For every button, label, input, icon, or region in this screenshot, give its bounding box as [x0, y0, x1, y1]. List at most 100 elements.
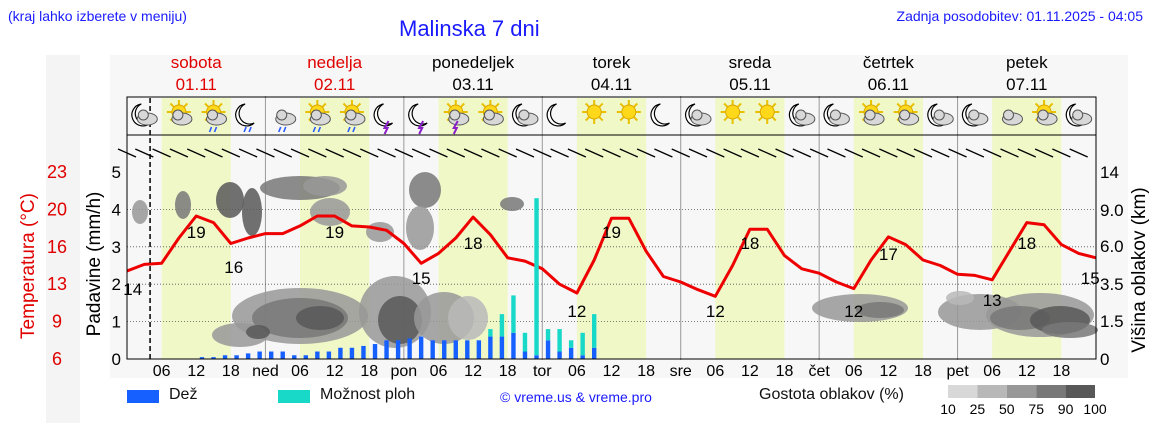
- showers-bar: [591, 314, 597, 348]
- sun-ray: [169, 102, 175, 108]
- cloud-scale-swatch: [977, 385, 1007, 398]
- sun-ray: [342, 102, 348, 108]
- day-name: četrtek: [863, 53, 915, 72]
- cloud-scale-label: 10: [940, 401, 956, 417]
- cloud-area: [448, 296, 488, 340]
- x-tick-label: 12: [464, 363, 482, 380]
- copyright-link[interactable]: © vreme.us & vreme.pro: [500, 389, 652, 405]
- x-tick-label: 12: [603, 363, 621, 380]
- sun-icon: [720, 100, 745, 124]
- sun-ray: [633, 116, 638, 122]
- wind-barb: [584, 148, 604, 158]
- temperature-label: 18: [1017, 234, 1036, 253]
- showers-bar: [568, 340, 574, 348]
- rain-legend-label: Dež: [169, 386, 198, 403]
- sun-shape: [759, 104, 775, 120]
- rain-drop: [277, 126, 282, 133]
- sun-cloud-icon: [166, 100, 193, 126]
- cloud-area: [1042, 322, 1098, 338]
- sun-shape: [621, 104, 637, 120]
- rain-bar: [245, 353, 251, 359]
- lightning-bolt: [452, 120, 459, 135]
- wind-barb: [896, 148, 915, 158]
- rain-bar: [465, 340, 470, 359]
- wind-barb: [861, 148, 881, 158]
- x-tick-label: 18: [499, 363, 517, 380]
- rain-bar: [395, 340, 401, 359]
- moon-cloud-icon: [131, 103, 158, 127]
- cloud-area: [378, 296, 422, 344]
- wind-barb: [619, 148, 639, 158]
- x-tick-label: ned: [252, 363, 279, 380]
- cloud-area: [303, 176, 347, 196]
- x-tick-label: 12: [741, 363, 759, 380]
- wind-barb: [135, 148, 154, 158]
- wind-barb: [654, 148, 673, 158]
- cloud-area: [246, 325, 270, 339]
- day-date: 03.11: [452, 75, 493, 94]
- rain-drop: [312, 126, 317, 133]
- lightning-bolt: [417, 120, 425, 135]
- wind-barb: [982, 148, 1002, 158]
- rain-bar: [280, 351, 285, 359]
- moon-thunder-icon: [373, 103, 393, 135]
- cloud-area: [296, 306, 344, 330]
- temperature-label: 12: [567, 302, 586, 321]
- rain-drop: [317, 126, 322, 133]
- rain-bar: [211, 357, 216, 359]
- cloud-puff: [276, 109, 288, 121]
- cloud-puff: [933, 109, 945, 121]
- wind-barb: [671, 148, 690, 158]
- rain-bar: [453, 340, 458, 359]
- precip-tick: 4: [112, 200, 121, 219]
- sun-cloud-icon: [478, 100, 504, 126]
- x-tick-label: 06: [845, 363, 863, 380]
- sun-cloud-rain-icon: [339, 100, 366, 133]
- day-name: sobota: [171, 53, 223, 72]
- rain-bar: [292, 355, 297, 359]
- rain-drop: [282, 126, 287, 133]
- cloud-height-tick: 14: [1100, 163, 1119, 182]
- rain-bar: [499, 336, 505, 359]
- rain-bar: [545, 340, 551, 359]
- temperature-label: 19: [187, 223, 206, 242]
- cloud-scale-swatch: [1006, 385, 1037, 398]
- wind-barb: [498, 148, 517, 158]
- cloud-rain-icon: [275, 109, 297, 133]
- wind-barb: [463, 148, 483, 158]
- sun-ray: [183, 102, 189, 108]
- cloud-scale-swatch: [1065, 385, 1095, 398]
- day-name: petek: [1006, 53, 1048, 72]
- day-name: sreda: [729, 53, 772, 72]
- moon-icon: [650, 103, 670, 127]
- cloud-area: [132, 200, 148, 224]
- wind-barb: [567, 148, 587, 158]
- temp-tick: 6: [52, 349, 62, 369]
- temp-tick: 9: [52, 312, 62, 332]
- wind-barb: [913, 148, 933, 158]
- plot-border: [126, 96, 1097, 360]
- cloud-puff: [483, 109, 495, 121]
- last-updated: Zadnja posodobitev: 01.11.2025 - 04:05: [896, 8, 1143, 24]
- x-tick-label: 18: [360, 363, 378, 380]
- cloud-puff: [968, 109, 980, 121]
- rain-bar: [222, 355, 228, 359]
- wind-barb: [290, 148, 310, 158]
- moon-cloud-icon: [685, 103, 712, 127]
- wind-barb: [775, 148, 794, 158]
- moon-shape: [235, 103, 255, 127]
- precip-axis-label: Padavine (mm/h): [84, 192, 105, 337]
- wind-barb: [221, 148, 241, 158]
- day-date: 04.11: [591, 75, 632, 94]
- wind-barb: [723, 148, 742, 158]
- sun-ray: [1048, 102, 1054, 108]
- x-tick-label: čet: [808, 363, 830, 380]
- sun-ray: [204, 102, 210, 108]
- sun-ray: [619, 116, 625, 122]
- moon-cloud-icon: [961, 103, 989, 127]
- sun-ray: [321, 102, 327, 108]
- wind-barb: [1034, 148, 1054, 158]
- sun-ray: [861, 102, 867, 108]
- temp-tick: 16: [47, 237, 67, 257]
